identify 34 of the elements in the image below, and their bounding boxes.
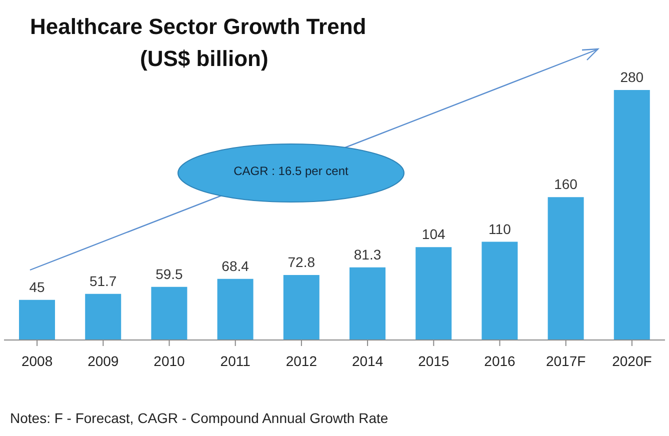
data-label: 72.8 (288, 254, 316, 270)
chart-title: Healthcare Sector Growth Trend (30, 14, 366, 40)
bar (85, 294, 122, 340)
bar (416, 247, 452, 340)
data-label: 45 (29, 278, 45, 295)
bar (548, 197, 584, 340)
bar (217, 278, 254, 340)
x-tick-label: 2009 (88, 352, 119, 369)
annotation: CAGR : 16.5 per cent (232, 164, 350, 178)
bar (283, 275, 320, 340)
bar (350, 267, 386, 340)
x-tick-label: 2010 (154, 352, 186, 369)
bar (482, 242, 518, 340)
bar (151, 286, 188, 340)
x-tick-label: 2008 (21, 352, 53, 369)
data-label: 59.5 (156, 266, 184, 282)
bar (19, 300, 55, 340)
x-tick-label: 2016 (484, 352, 516, 369)
text: Notes: F - Forecast, CAGR - Compound Annual Growth Rate (10, 410, 388, 426)
data-label: 110 (488, 220, 512, 237)
data-label: 68.4 (222, 258, 250, 274)
x-tick-label: 2020F (612, 352, 652, 369)
x-tick-label: 2012 (286, 352, 318, 369)
data-label: 280 (620, 69, 644, 85)
x-tick-label: 2014 (352, 352, 384, 369)
data-label: 51.7 (89, 272, 117, 289)
data-label: 81.3 (354, 246, 382, 262)
chart-subtitle: (US$ billion) (140, 46, 268, 72)
data-label: 160 (554, 176, 578, 192)
bar (614, 90, 650, 340)
data-label: 104 (422, 226, 446, 242)
x-tick-label: 2015 (418, 352, 450, 369)
x-tick-label: 2011 (220, 352, 251, 369)
x-tick-label: 2017F (546, 352, 586, 369)
